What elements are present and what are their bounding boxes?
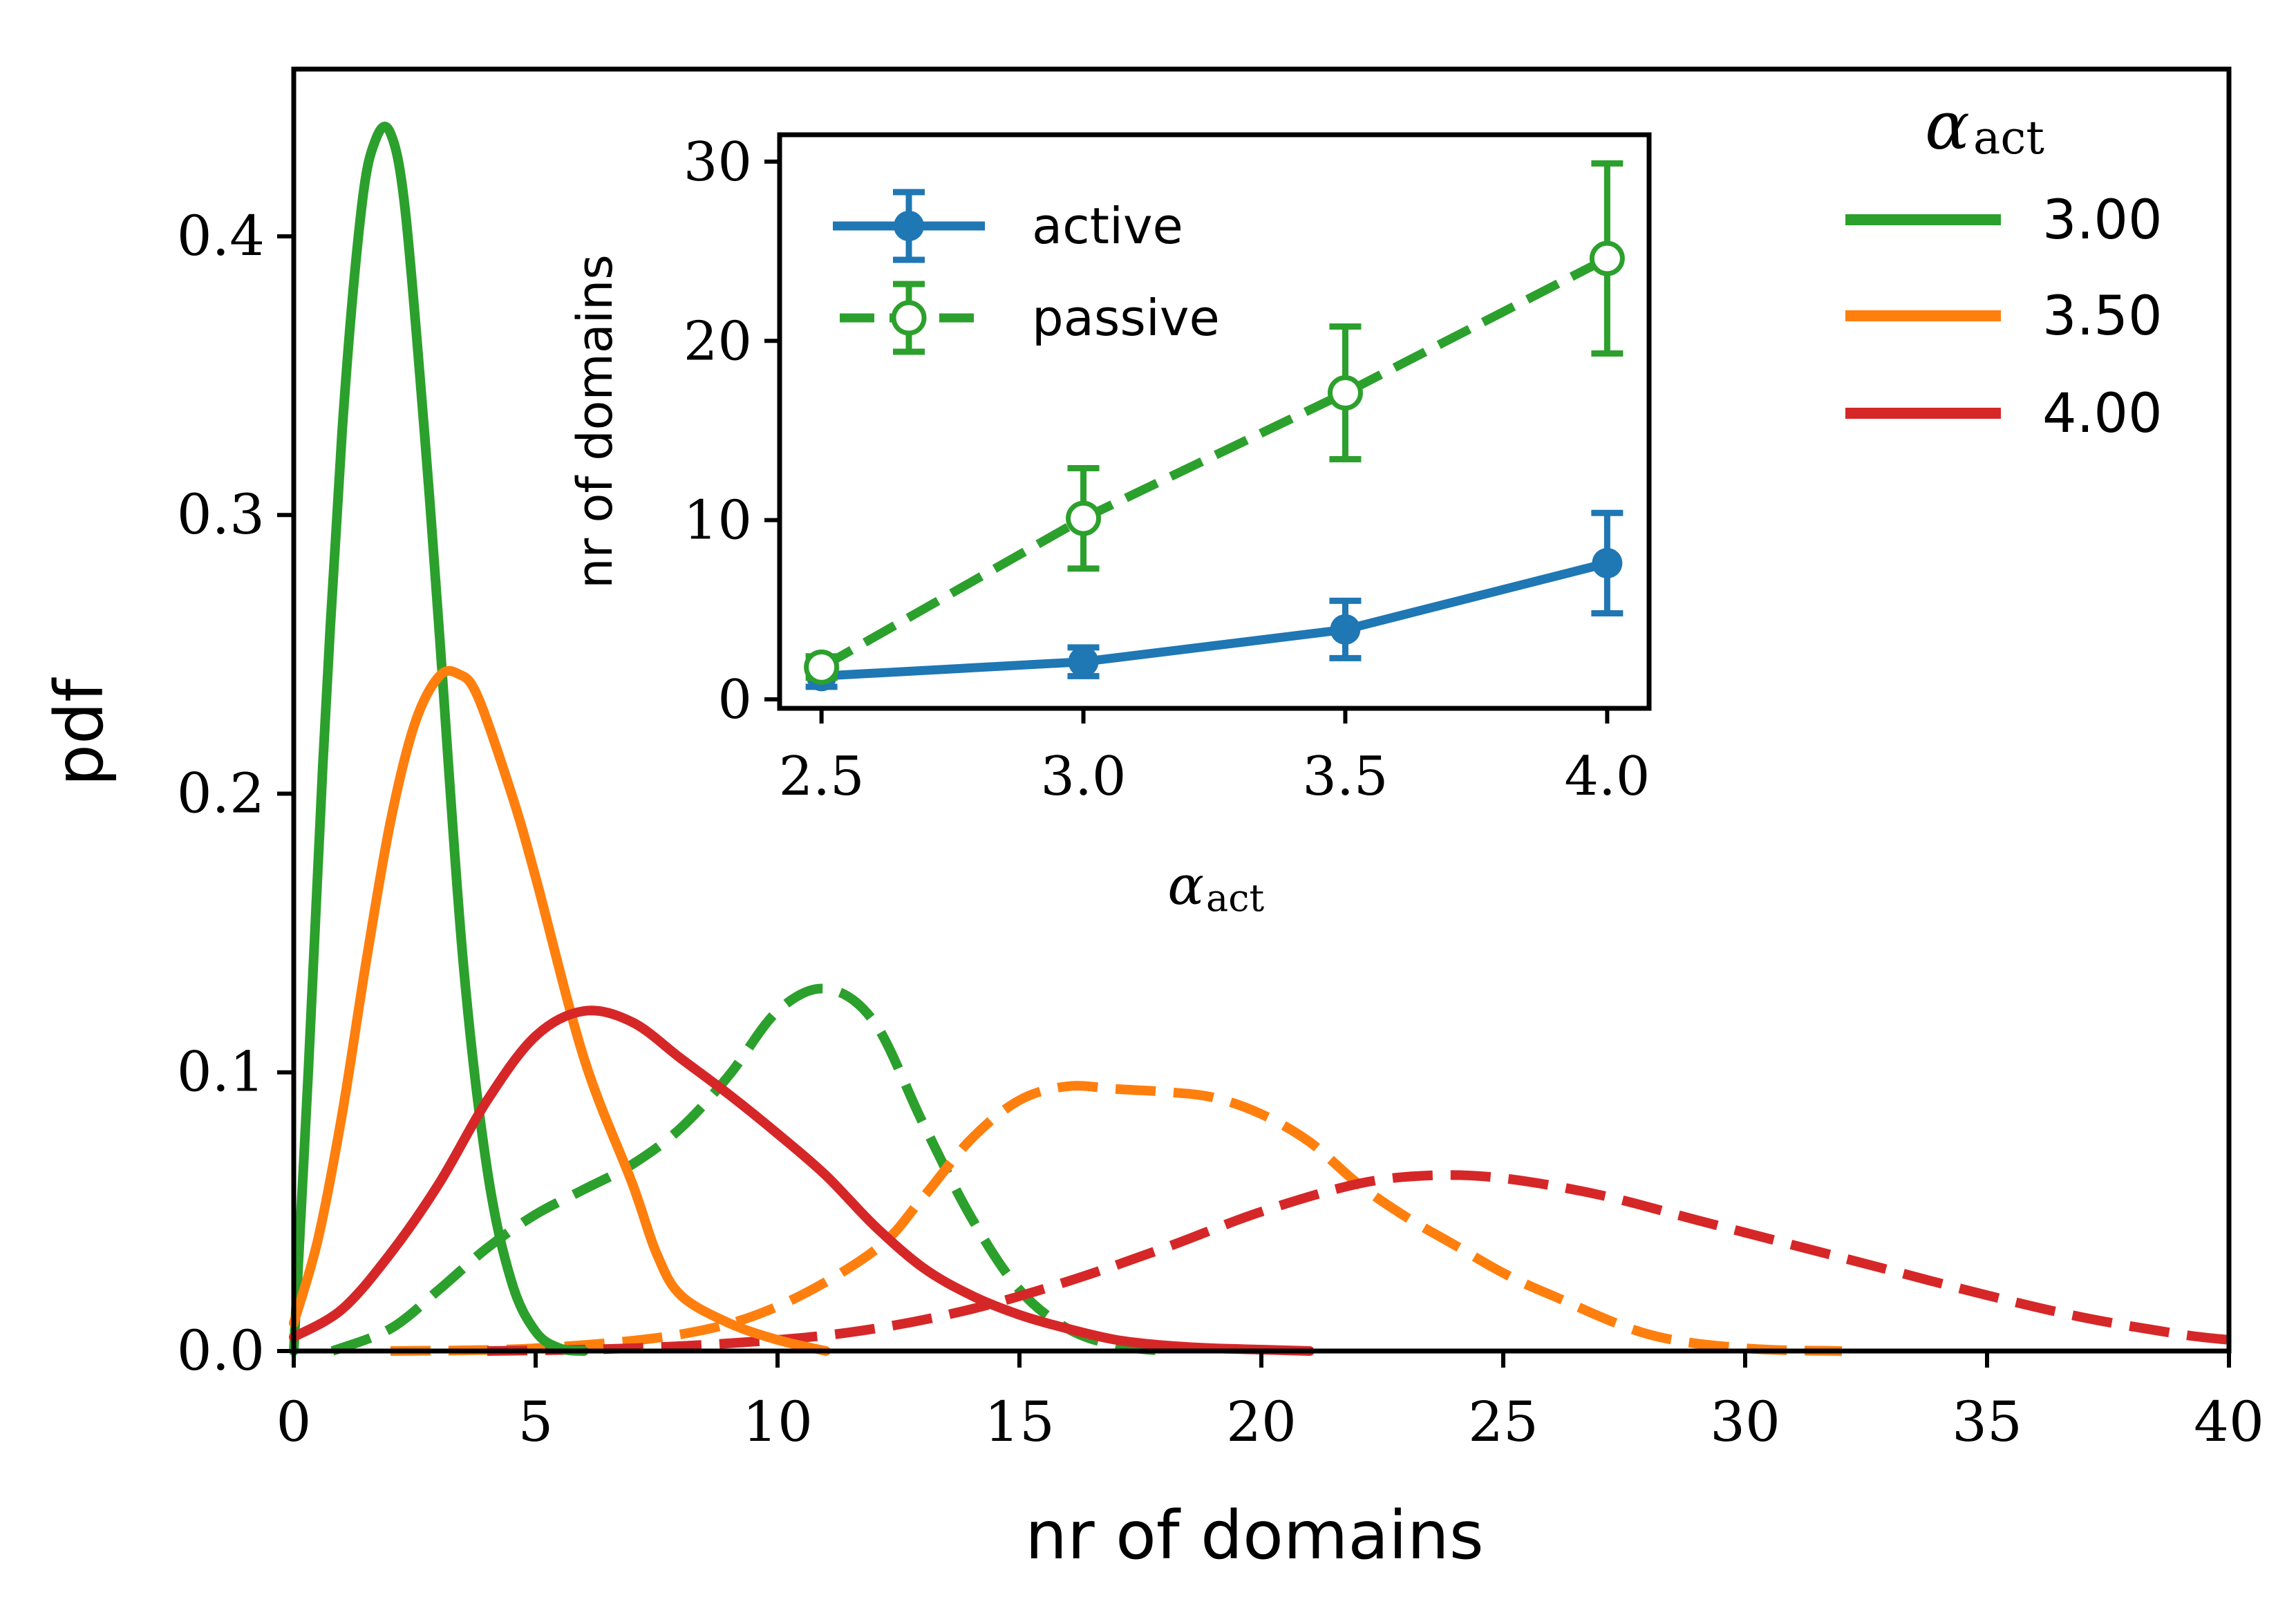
- main-legend: α act 3.00 3.50 4.00: [1845, 87, 2163, 445]
- inset-legend-label-active: active: [1032, 197, 1183, 255]
- inset-marker-passive: [1327, 375, 1363, 410]
- inset-marker-passive: [1066, 500, 1102, 536]
- inset-x-tick-label: 3.5: [1302, 746, 1388, 808]
- inset-marker-passive: [1589, 240, 1625, 276]
- main-x-tick-label: 35: [1952, 1390, 2022, 1454]
- main-y-tick-label: 0.4: [177, 204, 265, 268]
- main-legend-title-subscript: act: [1973, 111, 2044, 164]
- legend-label-4-00: 4.00: [2042, 383, 2163, 445]
- inset-x-tick-label: 4.0: [1564, 746, 1650, 808]
- main-x-tick-label: 15: [984, 1390, 1055, 1454]
- inset-y-tick-label: 10: [684, 490, 752, 552]
- curve-active-3-00: [289, 122, 589, 1356]
- legend-label-3-00: 3.00: [2042, 189, 2163, 252]
- inset-marker-active: [1592, 547, 1623, 578]
- curve-passive-4-00: [487, 1170, 2230, 1356]
- main-x-tick-label: 40: [2194, 1390, 2264, 1454]
- curve-passive-3-50: [390, 1081, 1843, 1356]
- inset-legend-marker-passive: [891, 300, 927, 336]
- main-y-tick-label: 0.3: [177, 482, 265, 547]
- inset-x-axis-label-symbol: α: [1167, 855, 1204, 917]
- legend-label-3-50: 3.50: [2042, 285, 2163, 348]
- main-y-axis: 0.0 0.1 0.2 0.3 0.4: [177, 204, 294, 1383]
- inset-marker-active: [1330, 614, 1361, 645]
- main-curves: [289, 122, 2230, 1356]
- inset-legend-label-passive: passive: [1032, 289, 1220, 347]
- inset-x-tick-label: 3.0: [1041, 746, 1127, 808]
- main-x-axis: 0 5 10 15 20 25 30 35 40: [276, 1351, 2264, 1454]
- inset-y-tick-label: 0: [717, 669, 752, 731]
- main-legend-title-symbol: α: [1925, 87, 1970, 164]
- inset-x-tick-label: 2.5: [779, 746, 865, 808]
- inset-line-active: [821, 558, 1608, 681]
- inset-plot: 2.5 3.0 3.5 4.0 0 10 20 30 α act nr of domains…: [567, 131, 1652, 920]
- curve-active-3-50: [289, 665, 831, 1356]
- main-y-tick-label: 0.1: [177, 1040, 265, 1104]
- main-x-tick-label: 25: [1468, 1390, 1538, 1454]
- inset-y-axis: 0 10 20 30: [684, 131, 780, 731]
- main-x-tick-label: 10: [742, 1390, 813, 1454]
- inset-legend-marker-active: [894, 211, 924, 241]
- main-x-tick-label: 0: [276, 1390, 312, 1454]
- main-y-axis-label: pdf: [41, 677, 118, 786]
- main-x-axis-label: nr of domains: [1025, 1497, 1483, 1574]
- inset-y-tick-label: 20: [684, 310, 752, 372]
- main-x-tick-label: 30: [1710, 1390, 1780, 1454]
- inset-x-axis: 2.5 3.0 3.5 4.0: [779, 708, 1650, 808]
- main-x-tick-label: 20: [1226, 1390, 1297, 1454]
- inset-y-tick-label: 30: [684, 131, 752, 193]
- main-x-tick-label: 5: [518, 1390, 554, 1454]
- inset-marker-active: [1068, 646, 1099, 677]
- curve-active-4-00: [289, 1005, 1315, 1356]
- main-plot: 0 5 10 15 20 25 30 35 40 0.0 0.1 0.2 0.3 0.4 nr of d…: [41, 66, 2264, 1574]
- inset-marker-passive: [804, 649, 840, 685]
- main-y-tick-label: 0.0: [177, 1319, 265, 1383]
- main-y-tick-label: 0.2: [177, 761, 265, 825]
- inset-series: [804, 160, 1625, 692]
- inset-legend: active passive: [833, 189, 1220, 355]
- inset-y-axis-label: nr of domains: [567, 254, 623, 589]
- inset-line-passive: [819, 254, 1610, 671]
- curve-passive-3-00: [330, 983, 1165, 1356]
- inset-plot-frame: [777, 132, 1652, 711]
- inset-x-axis-label-subscript: act: [1206, 876, 1264, 920]
